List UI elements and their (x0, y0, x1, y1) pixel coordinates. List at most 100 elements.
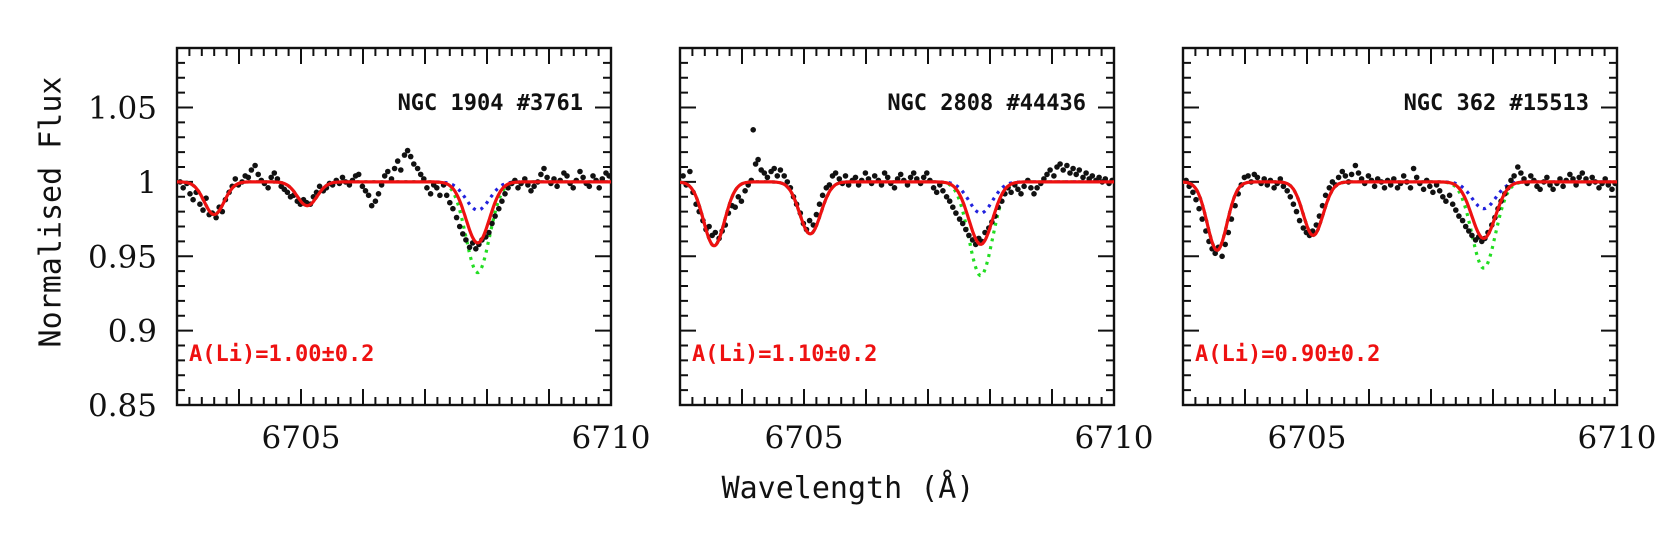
observed-point (774, 173, 781, 179)
observed-point (1193, 196, 1199, 203)
observed-point (732, 204, 738, 210)
observed-point (456, 223, 463, 230)
observed-point (752, 161, 759, 167)
panel-1: 6705 6710 0.85 0.9 0.95 1 1.05 NGC 1904 #3761 A(… (88, 46, 650, 456)
upper-abundance-model (177, 180, 611, 275)
observed-point (806, 217, 813, 224)
observed-point (755, 156, 761, 163)
observed-point (1371, 183, 1378, 190)
observed-point (1352, 162, 1359, 169)
observed-point (930, 185, 937, 191)
observed-point (414, 165, 421, 172)
observed-point (1018, 191, 1024, 197)
observed-point (466, 244, 473, 251)
observed-point (1015, 186, 1021, 193)
observed-point (1453, 207, 1459, 213)
observed-point (187, 191, 193, 197)
observed-point (1335, 174, 1342, 181)
observed-point (777, 167, 784, 173)
observed-point (862, 170, 869, 176)
observed-point (265, 185, 271, 191)
observed-point (1589, 174, 1595, 181)
panel-2: 6705 6710 NGC 2808 #44436 A(Li)=1.10±0.2 (678, 46, 1153, 456)
observed-point (1245, 173, 1251, 179)
observed-point (1277, 176, 1284, 182)
observed-point (826, 182, 833, 188)
observed-point (924, 170, 930, 176)
observed-point (404, 147, 411, 154)
observed-point (1462, 223, 1469, 230)
observed-point (1381, 185, 1388, 191)
observed-point (1096, 174, 1102, 181)
observed-point (564, 173, 570, 179)
plot-area (680, 127, 1114, 278)
observed-point (1449, 201, 1456, 207)
panel-title: NGC 2808 #44436 (887, 91, 1086, 116)
observed-point (1021, 183, 1027, 190)
observed-point (1420, 186, 1427, 193)
observed-point (450, 205, 456, 212)
observed-point (933, 189, 940, 196)
observed-point (1008, 189, 1014, 196)
observed-point (473, 246, 479, 252)
observed-point (1365, 173, 1372, 179)
x-tick-label: 6710 (1578, 420, 1657, 456)
observed-point (1410, 165, 1417, 172)
observed-point (245, 174, 252, 181)
observed-point (771, 165, 777, 172)
observed-point (570, 185, 576, 191)
observed-point (750, 127, 756, 133)
observed-point (1271, 185, 1277, 191)
observed-point (910, 170, 917, 176)
observed-point (1560, 183, 1566, 190)
observed-point (606, 173, 611, 179)
observed-point (819, 192, 826, 199)
observed-point (453, 214, 460, 221)
observed-point (1567, 171, 1573, 178)
observed-point (554, 183, 560, 190)
observed-point (966, 232, 972, 239)
observed-point (1609, 186, 1615, 193)
observed-point (1028, 185, 1034, 191)
observed-point (339, 174, 346, 181)
x-tick-label: 6705 (262, 420, 341, 456)
observed-point (1456, 213, 1462, 219)
observed-point (434, 185, 440, 191)
observed-point (1322, 192, 1329, 199)
x-tick-label: 6705 (1268, 420, 1347, 456)
observed-point (447, 199, 453, 206)
observed-point (1407, 185, 1414, 191)
observed-point (1031, 191, 1037, 197)
observed-point (1436, 188, 1443, 194)
observed-point (891, 185, 898, 191)
observed-point (1537, 186, 1543, 193)
observed-point (1287, 194, 1294, 200)
observed-point (427, 191, 434, 197)
y-tick-label: 0.9 (108, 314, 157, 350)
observed-point (544, 174, 550, 181)
panel-title: NGC 1904 #3761 (398, 91, 583, 116)
observed-point (541, 165, 547, 172)
observed-point (1290, 201, 1297, 207)
observed-point (842, 173, 849, 179)
observed-point (284, 189, 291, 196)
observed-point (781, 173, 787, 179)
plot-area (177, 147, 611, 275)
observed-point (1430, 189, 1436, 196)
observed-point (1326, 185, 1333, 191)
y-tick-label: 1.05 (88, 91, 157, 127)
observed-point (687, 168, 693, 175)
observed-point (1342, 173, 1349, 179)
observed-point (1280, 183, 1287, 190)
observed-point (1348, 171, 1355, 178)
observed-point (1190, 189, 1196, 196)
observed-point (213, 214, 219, 221)
abundance-label: A(Li)=1.10±0.2 (692, 342, 877, 367)
observed-point (907, 174, 914, 181)
upper-abundance-model (1183, 180, 1617, 270)
observed-point (1284, 188, 1290, 194)
observed-point (502, 191, 508, 197)
observed-point (920, 174, 927, 181)
observed-point (943, 194, 950, 200)
observed-point (365, 192, 372, 199)
